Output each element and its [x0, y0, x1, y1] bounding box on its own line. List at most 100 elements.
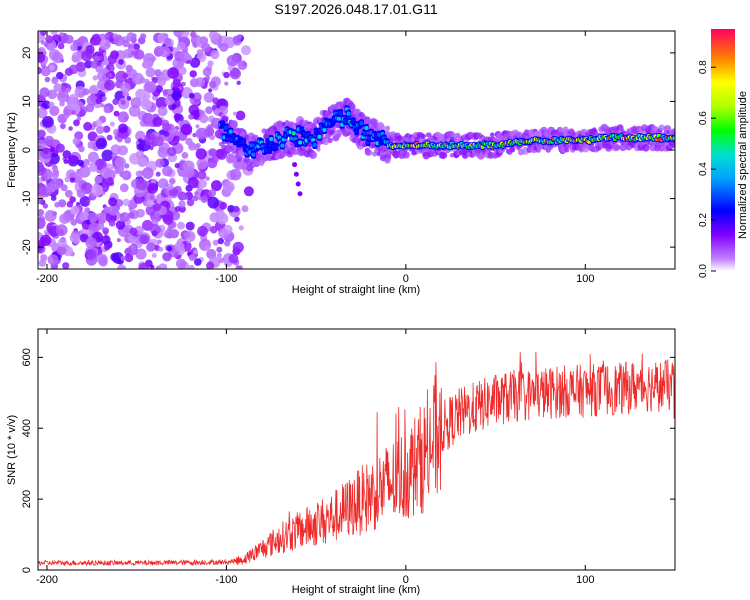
signal-core-cell — [317, 134, 322, 139]
spectrogram-y-tick-label: -20 — [21, 239, 33, 255]
spectrogram-x-tick-label: -100 — [215, 273, 237, 285]
snr-x-tick-label: 100 — [576, 574, 594, 586]
noise-cell — [128, 105, 141, 117]
colorbar-axis: 0.0 0.2 0.4 0.6 0.8 — [698, 60, 716, 278]
signal-core-cell — [364, 126, 369, 130]
signal-halo-cell — [420, 133, 426, 139]
noise-cell — [197, 170, 207, 180]
noise-cell — [233, 206, 240, 213]
noise-cell — [167, 88, 174, 95]
snr-y-label: SNR (10 * v/v) — [6, 415, 18, 485]
noise-cell — [152, 116, 163, 127]
noise-cell — [40, 40, 46, 45]
noise-cell — [62, 262, 70, 269]
noise-cell — [41, 143, 46, 148]
noise-cell — [103, 230, 108, 235]
noise-cell — [72, 137, 80, 145]
noise-cell — [192, 132, 197, 138]
noise-cell — [113, 35, 125, 47]
noise-cell — [207, 196, 220, 209]
noise-cell — [114, 168, 121, 175]
noise-cell — [202, 67, 212, 77]
noise-cell — [122, 198, 130, 207]
noise-cell — [198, 179, 207, 189]
signal-halo-cell — [517, 131, 523, 137]
noise-cell — [78, 211, 90, 222]
colorbar-tick-label: 0.2 — [698, 213, 709, 227]
noise-cell — [92, 75, 98, 81]
noise-cell — [100, 103, 105, 108]
colorbar-tick-label: 0.6 — [698, 111, 709, 125]
noise-cell — [217, 237, 224, 245]
noise-cell — [135, 88, 147, 100]
noise-cell — [188, 264, 195, 269]
noise-cell — [96, 61, 102, 67]
noise-cell — [107, 73, 113, 78]
snr-panel: -200 -100 0 100 0 200 400 600 Height of straigh… — [6, 328, 676, 596]
noise-cell — [167, 226, 173, 232]
noise-cell — [69, 196, 76, 203]
noise-cell — [219, 42, 229, 52]
noise-cell — [164, 95, 175, 106]
noise-cell — [154, 69, 162, 77]
noise-cell — [59, 32, 64, 37]
noise-cell — [162, 252, 172, 262]
noise-cell — [89, 163, 98, 173]
noise-cell — [222, 181, 235, 194]
figure-title: S197.2026.048.17.01.G11 — [274, 1, 437, 17]
signal-halo-cell — [619, 127, 624, 132]
noise-cell — [122, 48, 133, 59]
noise-cell — [184, 53, 191, 61]
signal-halo-cell — [658, 124, 665, 131]
noise-cell — [232, 241, 244, 253]
spectrogram-x-tick-label: -200 — [36, 273, 58, 285]
noise-cell — [38, 66, 42, 75]
noise-cell — [48, 64, 55, 72]
noise-cell — [63, 159, 69, 164]
noise-cell — [229, 168, 242, 181]
noise-cell — [117, 111, 129, 123]
noise-cell — [85, 237, 97, 249]
noise-cell — [206, 261, 215, 269]
signal-core-cell — [301, 131, 306, 136]
noise-cell — [200, 195, 208, 203]
noise-cell — [104, 60, 109, 66]
noise-cell — [166, 245, 173, 252]
signal-core-cell — [267, 148, 272, 153]
noise-cell — [84, 199, 90, 205]
noise-cell — [103, 125, 111, 133]
signal-halo-cell — [230, 121, 238, 129]
noise-cell — [180, 123, 193, 135]
noise-cell — [163, 131, 170, 137]
noise-cell — [237, 60, 248, 71]
noise-cell — [115, 199, 124, 207]
noise-cell — [78, 91, 84, 98]
snr-y-tick-label: 600 — [21, 348, 33, 366]
colorbar-gradient — [711, 29, 735, 271]
noise-cell — [76, 188, 86, 198]
noise-cell — [82, 158, 91, 167]
noise-cell — [181, 31, 190, 38]
noise-cell — [81, 50, 93, 62]
snr-y-tick-label: 0 — [21, 567, 33, 573]
noise-cell — [212, 239, 219, 246]
noise-cell — [93, 55, 100, 62]
noise-cell — [95, 97, 102, 105]
noise-cell — [167, 67, 179, 79]
noise-cell — [38, 107, 48, 119]
noise-cell — [48, 101, 55, 108]
signal-halo-cell — [385, 125, 390, 131]
signal-core-cell — [291, 131, 296, 136]
noise-cell — [174, 206, 181, 212]
signal-halo-cell — [292, 148, 300, 156]
noise-cell — [78, 145, 85, 153]
snr-x-tick-label: 0 — [403, 574, 409, 586]
noise-cell — [224, 81, 229, 86]
noise-cell — [119, 212, 130, 223]
noise-cell — [112, 98, 119, 105]
noise-cell — [85, 103, 95, 113]
signal-core-cell — [277, 135, 282, 140]
noise-cell — [149, 264, 155, 269]
noise-cell — [219, 201, 228, 210]
